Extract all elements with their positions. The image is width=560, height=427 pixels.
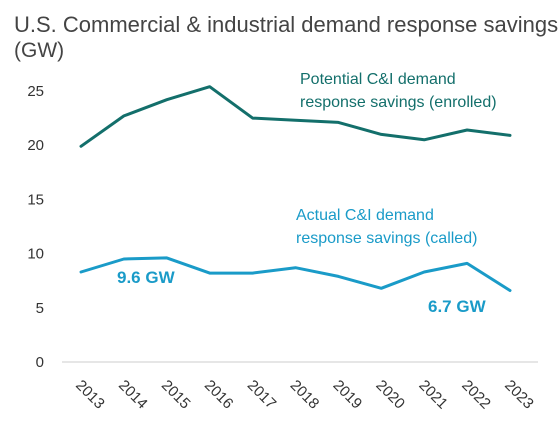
series-label: response savings (called) xyxy=(296,230,477,247)
series-label: Potential C&I demand xyxy=(300,71,456,88)
series-label: response savings (enrolled) xyxy=(300,94,497,111)
chart-subtitle: (GW) xyxy=(14,39,65,62)
series-line xyxy=(79,256,512,292)
x-tick-label: 2013 xyxy=(72,377,108,413)
y-tick-label: 15 xyxy=(27,191,44,208)
x-tick-label: 2014 xyxy=(115,377,151,413)
y-tick-label: 0 xyxy=(36,354,44,371)
series-line xyxy=(79,85,512,148)
x-tick-label: 2018 xyxy=(287,377,323,413)
chart-title: U.S. Commercial & industrial demand resp… xyxy=(14,12,559,37)
data-annotation: 9.6 GW xyxy=(117,268,176,287)
x-tick-label: 2023 xyxy=(501,377,537,413)
x-tick-label: 2016 xyxy=(201,377,237,413)
x-tick-label: 2021 xyxy=(415,377,451,413)
x-tick-label: 2017 xyxy=(244,377,280,413)
data-annotation: 6.7 GW xyxy=(428,297,487,316)
x-tick-label: 2015 xyxy=(158,377,194,413)
y-tick-label: 25 xyxy=(27,83,44,100)
x-tick-label: 2020 xyxy=(372,377,408,413)
y-tick-label: 10 xyxy=(27,246,44,263)
series-label: Actual C&I demand xyxy=(296,207,434,224)
y-tick-label: 5 xyxy=(36,300,44,317)
y-tick-label: 20 xyxy=(27,137,44,154)
x-tick-label: 2019 xyxy=(330,377,366,413)
x-tick-label: 2022 xyxy=(458,377,494,413)
